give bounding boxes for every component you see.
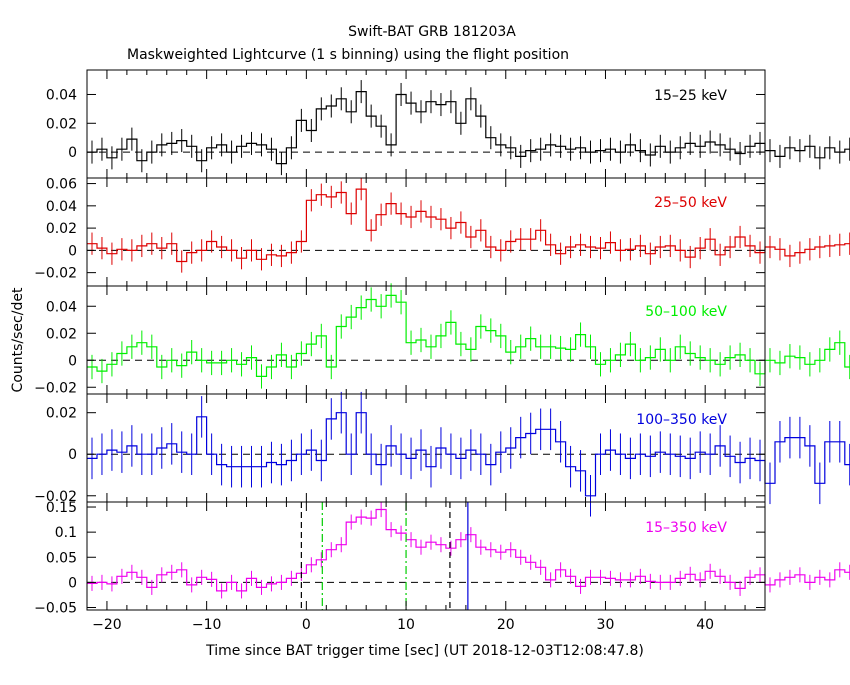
y-tick-label: 0 [68,447,77,463]
x-tick-label: 0 [302,617,311,633]
y-tick-label: −0.05 [34,600,77,616]
panel-4: −0.05 0 0.05 0.1 0.15 15–350 keV −20 −10 0 10 20 30… [34,500,850,633]
y-axis-label: Counts/sec/det [10,287,26,392]
panels-group: 0 0.02 0.04 15–25 keV −0.02 0 0.02 0.04 0.06 25–5… [34,69,850,633]
chart-title: Swift-BAT GRB 181203A [348,24,516,40]
series-step-line [87,188,850,263]
energy-band-label: 15–25 keV [654,88,727,104]
y-tick-label: 0.02 [46,116,77,132]
y-tick-label: 0 [68,575,77,591]
y-tick-label: 0.06 [46,177,77,193]
x-tick-label: 20 [497,617,515,633]
panel-0: 0 0.02 0.04 15–25 keV [46,69,850,179]
y-tick-label: 0.05 [46,550,77,566]
panel-frame [86,69,766,179]
energy-band-label: 100–350 keV [636,412,727,428]
y-tick-label: 0 [68,243,77,259]
x-tick-label: −20 [92,617,122,633]
energy-band-label: 50–100 keV [645,304,727,320]
y-tick-label: 0.02 [46,326,77,342]
y-tick-label: 0.04 [46,199,77,215]
y-tick-label: 0 [68,353,77,369]
y-tick-label: 0.04 [46,87,77,103]
x-tick-label: −10 [192,617,222,633]
y-tick-label: −0.02 [34,380,77,396]
panel-2: −0.02 0 0.02 0.04 50–100 keV [34,283,850,396]
y-tick-label: −0.02 [34,266,77,282]
panel-frame [86,393,766,503]
energy-band-label: 25–50 keV [654,195,727,211]
y-tick-label: 0.02 [46,406,77,422]
y-tick-label: 0.02 [46,221,77,237]
series-step-line [87,508,850,592]
panel-frame [86,501,766,611]
chart-subtitle: Maskweighted Lightcurve (1 s binning) us… [127,47,569,63]
x-tick-label: 40 [696,617,714,633]
y-tick-label: 0.15 [46,500,77,516]
y-tick-label: 0.1 [55,525,77,541]
x-tick-label: 30 [597,617,615,633]
series-step-line [87,412,850,497]
panel-1: −0.02 0 0.02 0.04 0.06 25–50 keV [34,177,850,287]
x-axis-label: Time since BAT trigger time [sec] (UT 20… [205,643,644,659]
x-tick-label: 10 [397,617,415,633]
panel-3: −0.02 0 0.02 100–350 keV [34,391,850,517]
y-tick-label: 0.04 [46,299,77,315]
y-tick-label: −0.02 [34,489,77,505]
y-tick-label: 0 [68,145,77,161]
energy-band-label: 15–350 keV [645,520,727,536]
